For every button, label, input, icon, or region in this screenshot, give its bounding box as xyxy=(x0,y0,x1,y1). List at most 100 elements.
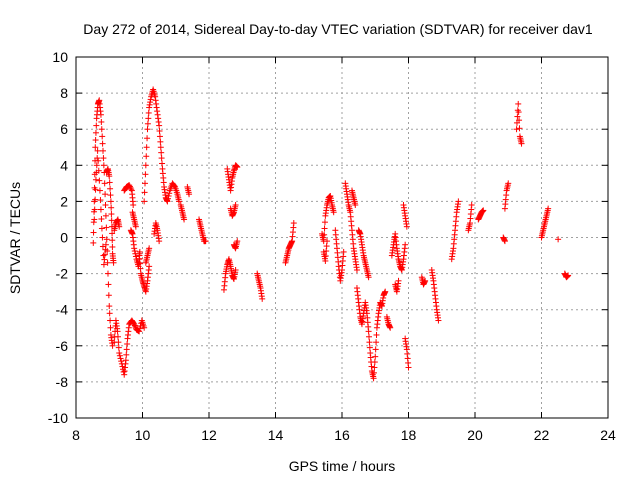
data-point xyxy=(107,317,114,324)
data-point xyxy=(107,192,114,199)
data-point xyxy=(515,100,522,107)
data-point xyxy=(93,162,100,169)
data-point xyxy=(132,323,139,330)
data-point xyxy=(366,339,373,346)
data-point xyxy=(131,321,138,328)
grid xyxy=(76,57,608,418)
data-point xyxy=(99,140,106,147)
data-point xyxy=(92,196,99,203)
data-point xyxy=(146,263,153,270)
data-point xyxy=(92,144,99,151)
y-tick-label: 2 xyxy=(60,193,68,209)
data-point xyxy=(136,328,143,335)
data-point xyxy=(131,322,138,329)
data-point xyxy=(126,182,133,189)
chart-title: Day 272 of 2014, Sidereal Day-to-day VTE… xyxy=(83,21,593,37)
data-point xyxy=(340,248,347,255)
data-point xyxy=(115,344,122,351)
data-point xyxy=(480,207,487,214)
data-point xyxy=(145,109,152,116)
x-tick-label: 10 xyxy=(135,427,151,443)
data-point xyxy=(100,147,107,154)
data-point xyxy=(321,219,328,226)
data-point xyxy=(371,364,378,371)
data-point xyxy=(371,369,378,376)
y-tick-label: -10 xyxy=(48,410,68,426)
data-point xyxy=(232,202,239,209)
data-point xyxy=(372,353,379,360)
data-point xyxy=(403,223,410,230)
data-point xyxy=(102,241,109,248)
y-tick-label: -6 xyxy=(56,338,69,354)
data-point xyxy=(116,223,123,230)
data-point xyxy=(90,239,97,246)
data-point xyxy=(144,120,151,127)
data-point xyxy=(102,202,109,209)
data-point xyxy=(106,173,113,180)
data-point xyxy=(387,324,394,331)
data-point xyxy=(321,225,328,232)
data-point xyxy=(290,220,297,227)
x-axis-ticks: 8 10 12 14 16 18 20 22 24 xyxy=(72,57,616,443)
data-point xyxy=(516,125,523,132)
data-point xyxy=(128,186,135,193)
data-point xyxy=(455,198,462,205)
data-point xyxy=(102,191,109,198)
data-point xyxy=(515,109,522,116)
data-point xyxy=(124,340,131,347)
data-point xyxy=(98,215,105,222)
data-point xyxy=(96,177,103,184)
data-point xyxy=(114,328,121,335)
data-point xyxy=(146,245,153,252)
data-point xyxy=(106,303,113,310)
y-tick-label: 0 xyxy=(60,230,68,246)
x-tick-label: 22 xyxy=(534,427,550,443)
x-tick-label: 20 xyxy=(467,427,483,443)
data-point xyxy=(92,137,99,144)
data-point xyxy=(321,231,328,238)
data-point xyxy=(395,277,402,284)
data-point xyxy=(366,333,373,340)
data-point xyxy=(516,117,523,124)
data-point xyxy=(143,153,150,160)
data-point xyxy=(373,331,380,338)
data-point xyxy=(94,147,101,154)
data-point xyxy=(110,259,117,266)
data-point xyxy=(156,133,163,140)
data-point xyxy=(98,225,105,232)
y-tick-label: 6 xyxy=(60,121,68,137)
y-axis-ticks: -10 -8 -6 -4 -2 0 2 4 6 8 10 xyxy=(48,49,608,426)
data-point xyxy=(142,162,149,169)
data-point xyxy=(99,234,106,241)
data-point xyxy=(565,272,572,279)
data-point xyxy=(126,183,133,190)
data-point xyxy=(353,266,360,273)
data-point xyxy=(232,266,239,273)
x-tick-label: 24 xyxy=(600,427,616,443)
data-point xyxy=(106,310,113,317)
data-point xyxy=(131,245,138,252)
data-point xyxy=(108,204,115,211)
data-point xyxy=(94,155,101,162)
data-point xyxy=(109,237,116,244)
data-point xyxy=(234,238,241,245)
data-point xyxy=(90,229,97,236)
data-point xyxy=(106,179,113,186)
data-point xyxy=(165,195,172,202)
data-point xyxy=(97,197,104,204)
data-point xyxy=(352,202,359,209)
data-point xyxy=(119,363,126,370)
data-point xyxy=(97,206,104,213)
data-point xyxy=(372,346,379,353)
data-point xyxy=(105,292,112,299)
data-point xyxy=(501,238,508,245)
y-tick-label: 10 xyxy=(52,49,68,65)
data-point xyxy=(96,187,103,194)
data-point xyxy=(144,126,151,133)
data-point xyxy=(123,346,130,353)
data-point xyxy=(109,230,116,237)
data-point xyxy=(141,189,148,196)
data-point xyxy=(171,183,178,190)
plot-frame xyxy=(75,56,609,419)
data-point xyxy=(100,155,107,162)
